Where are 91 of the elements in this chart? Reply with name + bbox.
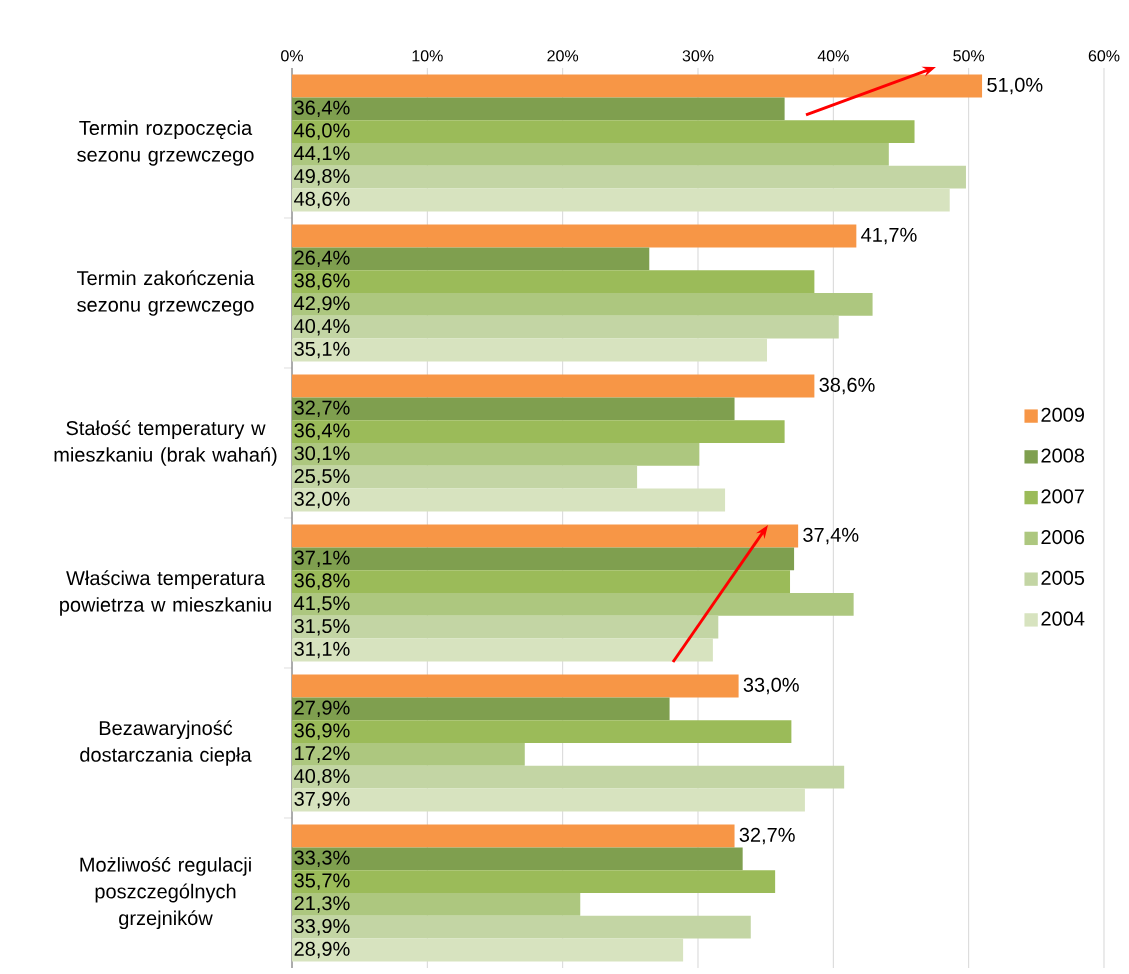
x-tick-label: 10% (412, 50, 443, 62)
bar (292, 338, 768, 362)
data-label: 49,8% (294, 168, 350, 186)
y-tick-label: Termin rozpoczęcia sezonu grzewczego (77, 120, 254, 166)
legend-label: 2004 (1041, 611, 1085, 626)
bar (292, 524, 799, 548)
x-tick-label: 0% (281, 50, 303, 62)
x-tick-label: 50% (953, 50, 985, 62)
data-label: 36,4% (294, 423, 350, 440)
legend-label: 2007 (1041, 489, 1084, 504)
data-label: 41,7% (861, 227, 917, 245)
legend-label: 2009 (1041, 407, 1084, 422)
x-tick-label: 40% (817, 50, 849, 62)
y-tick-label: Bezawaryjność dostarczania ciepła (80, 720, 252, 766)
x-tick-label: 20% (547, 50, 579, 62)
bar (292, 593, 854, 616)
data-label: 33,3% (294, 850, 350, 868)
bar (292, 742, 525, 766)
data-label: 40,8% (294, 768, 350, 786)
bar (292, 870, 776, 893)
bar (292, 397, 735, 421)
x-tick-label: 60% (1088, 50, 1120, 62)
data-label: 33,0% (743, 677, 799, 695)
bar (292, 465, 638, 489)
bar (292, 765, 845, 789)
data-label: 36,4% (294, 100, 350, 118)
bar (292, 224, 857, 248)
data-label: 21,3% (294, 896, 350, 913)
data-label: 28,9% (294, 941, 350, 959)
bar (292, 97, 785, 121)
bar (292, 488, 726, 512)
bar (292, 120, 915, 143)
data-label: 37,1% (294, 550, 350, 568)
bar (292, 270, 815, 293)
data-label: 37,9% (294, 791, 350, 809)
legend-label: 2006 (1041, 529, 1085, 545)
bar (292, 938, 684, 962)
bar (292, 824, 735, 848)
y-tick-label: Właściwa temperatura powietrza w mieszkaniu (60, 570, 271, 616)
bar (292, 570, 791, 593)
data-label: 17,2% (295, 746, 350, 763)
bar (292, 638, 713, 662)
legend-label: 2008 (1041, 448, 1085, 463)
bar (292, 788, 805, 812)
legend-label: 2005 (1041, 570, 1085, 585)
data-label: 40,4% (294, 318, 350, 336)
y-tick-label: Termin zakończenia sezonu grzewczego (77, 270, 255, 316)
bar (292, 293, 873, 316)
y-tick-label: Stałość temperatury w mieszkaniu (brak wahań) (54, 420, 277, 466)
data-label: 35,7% (294, 873, 350, 890)
bar (292, 188, 950, 212)
bar (292, 892, 581, 916)
data-label: 51,0% (987, 77, 1043, 95)
data-label: 48,6% (294, 191, 350, 209)
data-label: 31,1% (294, 641, 350, 659)
data-label: 36,8% (294, 573, 350, 590)
bar (292, 420, 785, 443)
data-label: 46,0% (294, 123, 350, 140)
bar (292, 165, 966, 189)
data-label: 42,9% (294, 296, 350, 313)
data-label: 44,1% (294, 146, 350, 163)
data-label: 38,6% (819, 377, 875, 395)
data-label: 26,4% (294, 250, 350, 268)
bar (292, 847, 743, 871)
bar (292, 143, 889, 166)
data-label: 35,1% (294, 341, 350, 359)
data-label: 33,9% (294, 918, 350, 936)
bar (292, 247, 650, 271)
data-label: 32,0% (294, 491, 350, 509)
data-label: 41,5% (294, 596, 350, 613)
bar (292, 674, 739, 698)
data-label: 31,5% (294, 618, 350, 636)
bar (292, 443, 700, 466)
y-tick-label: Możliwość regulacji poszczególnych grzejników (80, 856, 251, 930)
bar (292, 547, 795, 571)
bar (292, 615, 719, 639)
data-label: 32,7% (739, 827, 795, 845)
bar (292, 74, 983, 98)
data-label: 27,9% (294, 700, 350, 718)
data-label: 38,6% (294, 273, 350, 290)
bar (292, 915, 751, 939)
bar (292, 374, 815, 398)
x-tick-label: 30% (682, 50, 714, 62)
bar (292, 315, 839, 339)
data-label: 32,7% (294, 400, 350, 418)
bar (292, 720, 792, 743)
data-label: 30,1% (294, 446, 350, 463)
data-label: 37,4% (803, 527, 859, 545)
data-label: 36,9% (294, 723, 350, 740)
data-label: 25,5% (294, 468, 350, 486)
bar (292, 697, 670, 721)
